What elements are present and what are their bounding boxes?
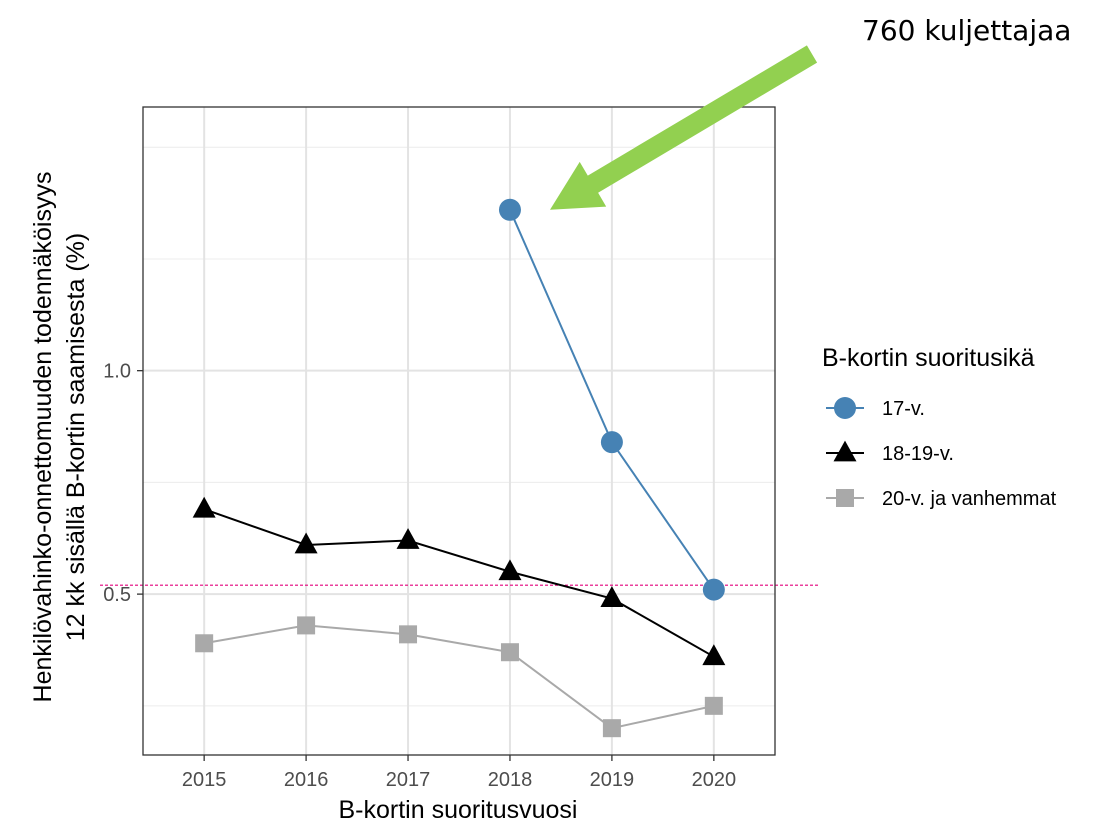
data-point-square: [704, 696, 723, 715]
data-point-triangle: [192, 496, 216, 518]
data-point-circle: [702, 578, 725, 601]
annotation-text: 760 kuljettajaa: [862, 14, 1071, 47]
data-point-square: [836, 489, 854, 507]
data-point-square: [602, 719, 621, 738]
y-axis-title-line-2: 12 kk sisällä B-kortin saamisesta (%): [62, 233, 90, 641]
data-point-triangle: [294, 532, 318, 554]
legend-title: B-kortin suoritusikä: [822, 344, 1035, 372]
series-triangle: [192, 496, 726, 666]
y-tick-label: 0.5: [103, 584, 131, 606]
data-point-triangle: [833, 440, 857, 462]
series-square: [195, 616, 723, 738]
data-point-square: [500, 643, 519, 662]
data-point-triangle: [702, 644, 726, 666]
plot-panel-border: [142, 106, 776, 756]
series-layer: [192, 198, 726, 738]
data-point-square: [399, 625, 418, 644]
x-tick-label: 2017: [386, 769, 431, 791]
data-point-square: [297, 616, 316, 635]
legend-item: 18-19-v.: [826, 440, 954, 465]
y-axis-title-line-1: Henkilövahinko-onnettomuuden todennäköis…: [29, 172, 57, 703]
plot-background: [143, 107, 775, 755]
axis-ticks: 2015 2016 2017 2018 2019 2020 0.5 1.0: [103, 361, 736, 791]
series-line: [203, 508, 715, 658]
data-point-circle: [498, 198, 521, 221]
legend-label: 17-v.: [882, 398, 925, 420]
grid: [143, 107, 775, 755]
data-point-triangle: [396, 528, 420, 549]
data-point-circle: [834, 397, 856, 419]
legend-item: 17-v.: [826, 397, 925, 420]
x-tick-label: 2018: [488, 769, 533, 791]
series-circle: [498, 198, 725, 601]
data-point-triangle: [498, 559, 522, 581]
series-line: [203, 624, 715, 730]
legend-label: 20-v. ja vanhemmat: [882, 488, 1057, 510]
annotation-layer: 760 kuljettajaa: [550, 14, 1071, 210]
legend: B-kortin suoritusikä 17-v. 18-19-v. 20-v. …: [822, 344, 1057, 510]
annotation-arrow: [550, 45, 818, 210]
legend-label: 18-19-v.: [882, 443, 954, 465]
x-tick-label: 2020: [692, 769, 737, 791]
legend-item: 20-v. ja vanhemmat: [826, 488, 1057, 510]
data-point-square: [195, 634, 214, 653]
x-tick-label: 2015: [182, 769, 227, 791]
data-point-triangle: [600, 586, 624, 607]
x-axis-title: B-kortin suoritusvuosi: [339, 796, 578, 824]
x-tick-label: 2016: [284, 769, 329, 791]
x-tick-label: 2019: [590, 769, 635, 791]
y-tick-label: 1.0: [103, 361, 131, 383]
data-point-circle: [600, 431, 623, 454]
